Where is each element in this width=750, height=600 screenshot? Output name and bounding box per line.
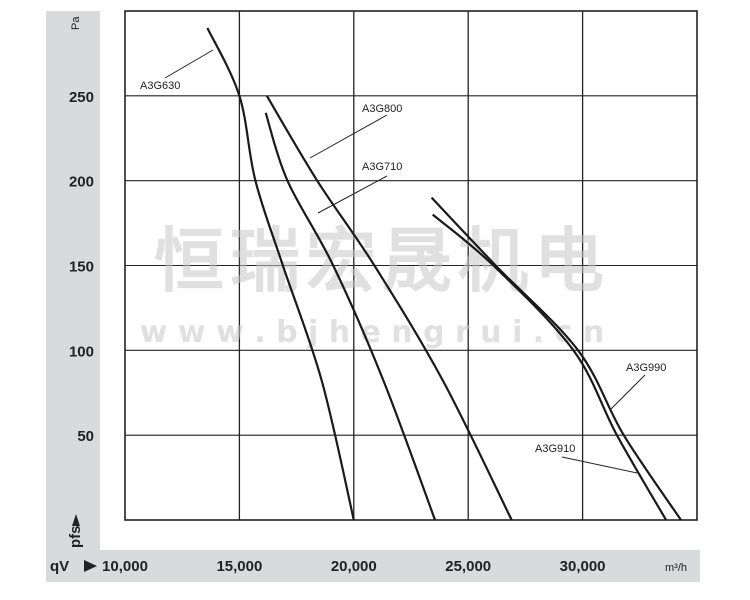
leader-line-a3g630	[164, 49, 214, 79]
curve-label-a3g630: A3G630	[140, 80, 180, 92]
y-arrow-icon	[72, 514, 80, 526]
y-ticks: 50 100 150 200 250	[69, 89, 94, 445]
x-arrow-icon	[84, 560, 97, 572]
y-tick-label: 150	[69, 259, 94, 276]
curve-label-a3g990: A3G990	[626, 362, 666, 374]
x-tick-label: 30,000	[560, 558, 606, 575]
x-ticks: 10,000 15,000 20,000 25,000 30,000	[102, 558, 605, 575]
curve-a3g630	[206, 27, 355, 521]
curve-labels: A3G630 A3G800 A3G710 A3G990 A3G910	[140, 49, 666, 474]
y-tick-label: 200	[69, 174, 94, 191]
curve-label-a3g910: A3G910	[535, 443, 575, 455]
curve-a3g990	[430, 196, 682, 521]
x-label-text: qV	[50, 558, 69, 575]
x-unit: m³/h	[665, 562, 687, 574]
y-tick-label: 250	[69, 89, 94, 106]
x-axis-band	[46, 550, 700, 582]
leader-line-a3g710	[317, 175, 388, 214]
y-tick-label: 50	[77, 428, 94, 445]
curve-label-a3g710: A3G710	[362, 161, 402, 173]
x-tick-label: 10,000	[102, 558, 148, 575]
x-tick-label: 15,000	[216, 558, 262, 575]
y-tick-label: 100	[69, 343, 94, 360]
y-axis-band	[46, 11, 100, 582]
leader-line-a3g800	[309, 114, 388, 159]
watermark-text: 恒瑞宏晟机电	[154, 220, 610, 302]
plot-background	[100, 11, 710, 550]
curve-label-a3g800: A3G800	[362, 103, 402, 115]
y-label-text: pfs	[67, 526, 84, 549]
leader-line-a3g910	[561, 456, 638, 474]
x-axis-label: qV	[50, 558, 97, 575]
y-unit: Pa	[70, 16, 82, 30]
curves	[206, 27, 682, 521]
x-tick-label: 25,000	[445, 558, 491, 575]
curve-a3g800	[265, 95, 513, 521]
y-axis-label: pfs	[67, 514, 84, 548]
grid	[124, 10, 698, 521]
x-tick-label: 20,000	[331, 558, 377, 575]
curve-a3g910	[432, 213, 668, 521]
leader-line-a3g990	[609, 374, 646, 411]
curve-a3g710	[264, 112, 437, 521]
watermark: 恒瑞宏晟机电 w w w . b j h e n g r u i . c n	[140, 220, 610, 350]
watermark-url: w w w . b j h e n g r u i . c n	[140, 315, 604, 350]
